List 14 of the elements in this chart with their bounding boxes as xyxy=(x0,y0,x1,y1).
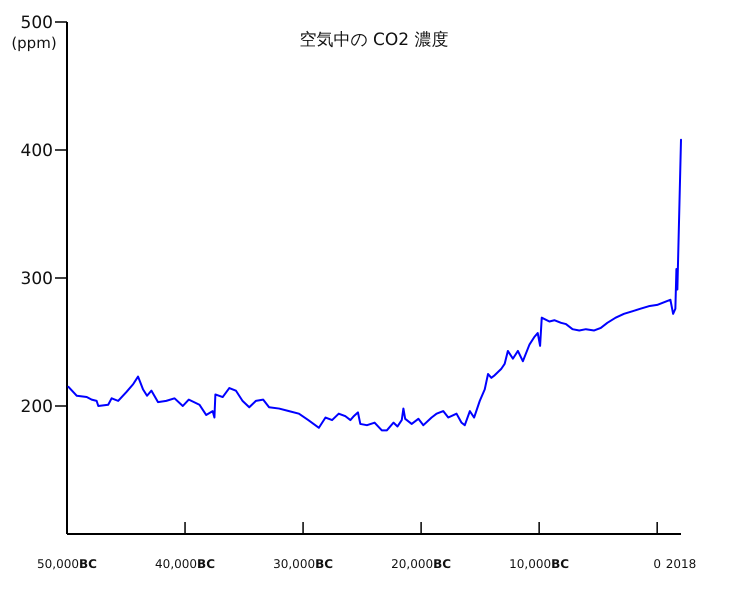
y-tick-label: 200 xyxy=(20,397,53,417)
x-tick-label: 50,000BC xyxy=(37,557,98,571)
x-tick-label: 30,000BC xyxy=(273,557,334,571)
y-tick-label: 400 xyxy=(20,141,53,161)
x-tick-label: 10,000BC xyxy=(509,557,570,571)
text: 空気中の CO2 濃度 xyxy=(300,30,448,50)
y-tick-label: 300 xyxy=(20,269,53,289)
y-axis-title: (ppm) xyxy=(11,34,57,52)
y-tick-label: 500 xyxy=(20,13,53,33)
x-tick-label: 40,000BC xyxy=(155,557,216,571)
line-series xyxy=(67,138,682,432)
x-tick-label: 2018 xyxy=(666,557,696,571)
x-tick-label: 0 xyxy=(653,557,661,571)
x-tick-label: 20,000BC xyxy=(391,557,452,571)
